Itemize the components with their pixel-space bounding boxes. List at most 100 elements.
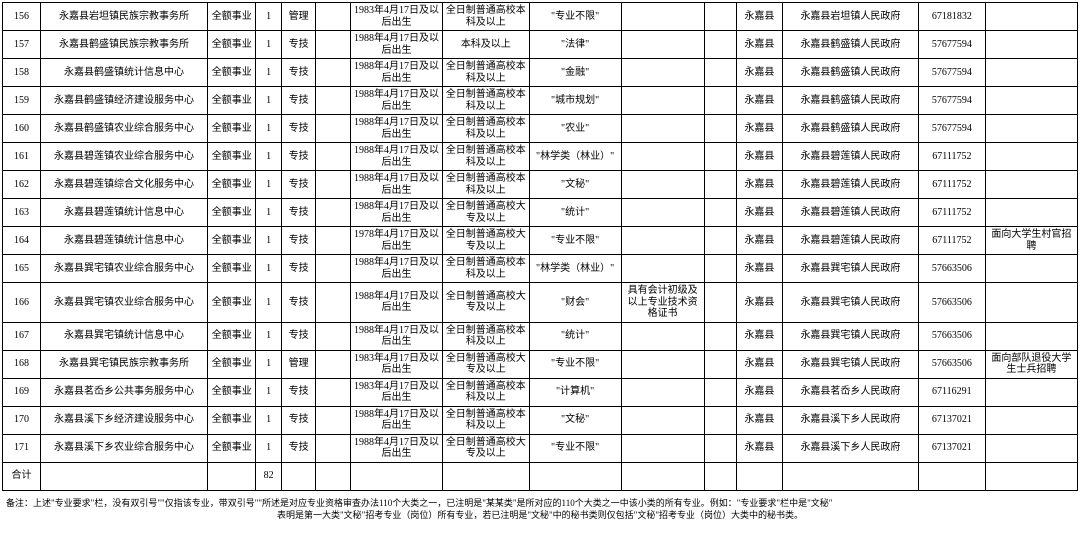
cell-num: 1	[256, 322, 281, 350]
total-cell	[281, 462, 316, 490]
total-row: 合计 82	[3, 462, 1078, 490]
cell-birth: 1983年4月17日及以后出生	[350, 378, 442, 406]
cell-major: "林学类（林业）"	[529, 255, 621, 283]
total-cell	[316, 462, 351, 490]
cell-gap1	[316, 283, 351, 323]
total-cell: 82	[256, 462, 281, 490]
total-cell	[443, 462, 529, 490]
table-row: 171永嘉县溪下乡农业综合服务中心全额事业1专技1988年4月17日及以后出生全…	[3, 434, 1078, 462]
cell-edu: 全日制普通高校大专及以上	[443, 283, 529, 323]
cell-fund: 全额事业	[208, 59, 256, 87]
cell-gap2	[704, 378, 736, 406]
cell-type: 管理	[281, 3, 316, 31]
cell-birth: 1988年4月17日及以后出生	[350, 59, 442, 87]
cell-edu: 全日制普通高校本科及以上	[443, 3, 529, 31]
cell-type: 专技	[281, 322, 316, 350]
cell-qual	[621, 31, 704, 59]
cell-dept: 永嘉县鹤盛镇人民政府	[782, 87, 918, 115]
cell-major: "专业不限"	[529, 227, 621, 255]
cell-num: 1	[256, 31, 281, 59]
cell-edu: 全日制普通高校大专及以上	[443, 227, 529, 255]
table-row: 163永嘉县碧莲镇统计信息中心全额事业1专技1988年4月17日及以后出生全日制…	[3, 199, 1078, 227]
cell-type: 专技	[281, 406, 316, 434]
cell-gap2	[704, 406, 736, 434]
cell-edu: 全日制普通高校本科及以上	[443, 406, 529, 434]
cell-edu: 全日制普通高校本科及以上	[443, 87, 529, 115]
table-row: 159永嘉县鹤盛镇经济建设服务中心全额事业1专技1988年4月17日及以后出生全…	[3, 87, 1078, 115]
cell-fund: 全额事业	[208, 434, 256, 462]
cell-idx: 167	[3, 322, 41, 350]
cell-major: "文秘"	[529, 171, 621, 199]
cell-gap1	[316, 378, 351, 406]
cell-unit: 永嘉县碧莲镇农业综合服务中心	[41, 143, 208, 171]
cell-edu: 全日制普通高校本科及以上	[443, 378, 529, 406]
cell-tel: 57677594	[918, 31, 985, 59]
cell-county: 永嘉县	[736, 283, 782, 323]
cell-type: 专技	[281, 171, 316, 199]
total-cell: 合计	[3, 462, 41, 490]
cell-dept: 永嘉县茗岙乡人民政府	[782, 378, 918, 406]
cell-note	[985, 255, 1077, 283]
cell-fund: 全额事业	[208, 406, 256, 434]
cell-gap1	[316, 3, 351, 31]
cell-unit: 永嘉县鹤盛镇统计信息中心	[41, 59, 208, 87]
cell-dept: 永嘉县溪下乡人民政府	[782, 406, 918, 434]
cell-type: 专技	[281, 59, 316, 87]
cell-gap1	[316, 322, 351, 350]
cell-qual	[621, 143, 704, 171]
cell-note	[985, 87, 1077, 115]
cell-county: 永嘉县	[736, 59, 782, 87]
cell-fund: 全额事业	[208, 143, 256, 171]
cell-qual	[621, 3, 704, 31]
cell-tel: 57663506	[918, 350, 985, 378]
cell-birth: 1988年4月17日及以后出生	[350, 115, 442, 143]
cell-gap1	[316, 171, 351, 199]
cell-birth: 1988年4月17日及以后出生	[350, 171, 442, 199]
cell-gap2	[704, 227, 736, 255]
cell-qual	[621, 350, 704, 378]
cell-qual	[621, 199, 704, 227]
cell-gap2	[704, 283, 736, 323]
cell-gap2	[704, 350, 736, 378]
cell-dept: 永嘉县巽宅镇人民政府	[782, 255, 918, 283]
cell-edu: 全日制普通高校大专及以上	[443, 434, 529, 462]
cell-county: 永嘉县	[736, 115, 782, 143]
cell-num: 1	[256, 227, 281, 255]
table-row: 167永嘉县巽宅镇统计信息中心全额事业1专技1988年4月17日及以后出生全日制…	[3, 322, 1078, 350]
cell-birth: 1988年4月17日及以后出生	[350, 434, 442, 462]
cell-birth: 1988年4月17日及以后出生	[350, 143, 442, 171]
cell-fund: 全额事业	[208, 3, 256, 31]
cell-num: 1	[256, 378, 281, 406]
cell-num: 1	[256, 406, 281, 434]
cell-unit: 永嘉县碧莲镇综合文化服务中心	[41, 171, 208, 199]
cell-note	[985, 434, 1077, 462]
cell-major: "专业不限"	[529, 434, 621, 462]
cell-gap2	[704, 199, 736, 227]
cell-tel: 67137021	[918, 434, 985, 462]
cell-type: 专技	[281, 199, 316, 227]
cell-gap2	[704, 434, 736, 462]
cell-tel: 57663506	[918, 322, 985, 350]
footnote: 备注：上述"专业要求"栏，没有双引号""仅指该专业，带双引号""所述是对应专业资…	[2, 497, 1078, 521]
cell-county: 永嘉县	[736, 434, 782, 462]
cell-type: 专技	[281, 255, 316, 283]
cell-gap2	[704, 322, 736, 350]
cell-unit: 永嘉县巽宅镇民族宗教事务所	[41, 350, 208, 378]
cell-tel: 67111752	[918, 227, 985, 255]
cell-dept: 永嘉县溪下乡人民政府	[782, 434, 918, 462]
cell-note	[985, 115, 1077, 143]
table-row: 164永嘉县碧莲镇统计信息中心全额事业1专技1978年4月17日及以后出生全日制…	[3, 227, 1078, 255]
table-row: 160永嘉县鹤盛镇农业综合服务中心全额事业1专技1988年4月17日及以后出生全…	[3, 115, 1078, 143]
cell-idx: 161	[3, 143, 41, 171]
cell-edu: 全日制普通高校大专及以上	[443, 350, 529, 378]
cell-type: 专技	[281, 378, 316, 406]
cell-num: 1	[256, 199, 281, 227]
cell-num: 1	[256, 255, 281, 283]
cell-num: 1	[256, 87, 281, 115]
cell-edu: 全日制普通高校本科及以上	[443, 115, 529, 143]
cell-qual	[621, 255, 704, 283]
cell-birth: 1988年4月17日及以后出生	[350, 322, 442, 350]
cell-note: 面向大学生村官招聘	[985, 227, 1077, 255]
cell-num: 1	[256, 283, 281, 323]
cell-dept: 永嘉县碧莲镇人民政府	[782, 227, 918, 255]
